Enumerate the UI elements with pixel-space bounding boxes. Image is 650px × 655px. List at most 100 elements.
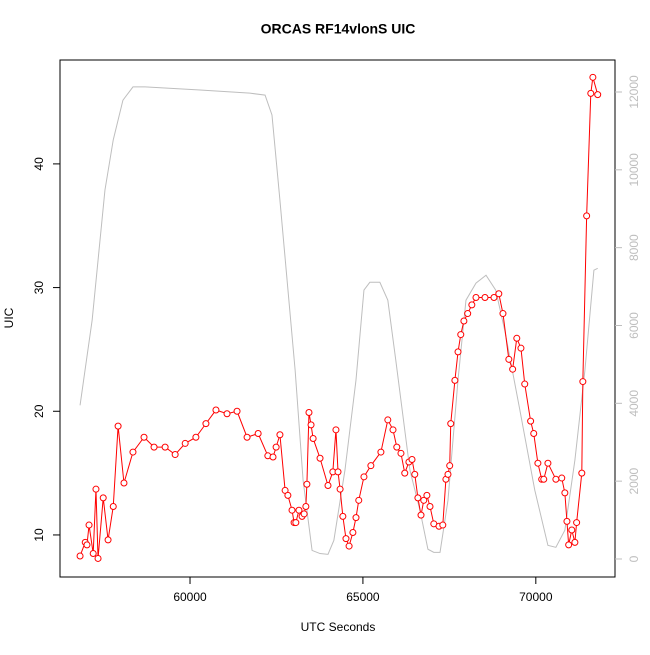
y2-tick-label: 6000 — [627, 312, 641, 339]
data-point — [129, 448, 137, 456]
plot-box — [59, 59, 616, 578]
data-point — [272, 443, 280, 451]
data-point — [408, 456, 416, 463]
data-point — [192, 433, 200, 441]
data-point — [339, 512, 347, 520]
data-point — [509, 365, 517, 373]
data-point — [94, 554, 102, 562]
data-point — [594, 91, 602, 99]
y-tick-label: 10 — [32, 528, 46, 542]
data-point — [384, 416, 392, 424]
data-point — [104, 536, 112, 544]
data-point — [109, 503, 117, 510]
data-point — [579, 378, 587, 386]
data-point — [334, 468, 342, 476]
data-point — [360, 473, 368, 481]
data-point — [561, 489, 569, 497]
data-point — [530, 430, 538, 438]
data-point — [389, 426, 397, 434]
data-point — [426, 503, 434, 510]
data-point — [573, 519, 581, 527]
data-point — [397, 449, 405, 457]
data-point — [490, 293, 498, 301]
data-point — [114, 422, 122, 430]
data-point — [460, 317, 468, 325]
data-point — [583, 212, 591, 220]
series-line — [79, 86, 598, 555]
data-point — [558, 474, 566, 482]
data-point — [284, 491, 292, 499]
y2-tick-label: 8000 — [627, 234, 641, 261]
chart-title: ORCAS RF14vlonS UIC — [261, 21, 416, 37]
data-point — [568, 526, 576, 534]
data-point — [85, 521, 93, 529]
data-point — [420, 496, 428, 504]
data-point — [468, 301, 476, 309]
y-tick-label: 30 — [32, 281, 46, 295]
data-point — [481, 293, 489, 301]
data-point — [99, 494, 107, 502]
data-point — [527, 417, 535, 425]
data-point — [464, 310, 472, 318]
x-tick-label: 70000 — [519, 590, 553, 604]
data-point — [342, 535, 350, 543]
data-point — [83, 541, 91, 549]
y-axis-label: UIC — [2, 307, 16, 328]
data-point — [345, 542, 353, 550]
data-point — [89, 550, 97, 557]
data-point — [243, 433, 251, 441]
data-point — [578, 469, 586, 477]
data-point — [76, 552, 84, 560]
data-point — [233, 407, 241, 415]
y2-tick-label: 4000 — [627, 390, 641, 417]
data-point — [571, 538, 579, 546]
data-point — [447, 420, 455, 428]
y2-tick-label: 10000 — [627, 153, 641, 187]
data-point — [563, 517, 571, 525]
data-point — [587, 89, 595, 97]
data-point — [292, 519, 300, 527]
data-point — [332, 426, 340, 434]
data-point — [316, 454, 324, 462]
data-point — [303, 480, 311, 488]
data-point — [451, 376, 459, 384]
data-point — [444, 470, 452, 478]
data-point — [276, 431, 284, 439]
y2-tick-label: 2000 — [627, 467, 641, 494]
data-point — [181, 439, 189, 447]
y2-tick-label: 0 — [627, 555, 641, 562]
data-point — [521, 380, 529, 388]
data-point — [401, 469, 409, 477]
data-point — [355, 496, 363, 504]
data-point — [377, 448, 385, 456]
data-point — [161, 443, 169, 451]
data-point — [254, 430, 262, 438]
data-point — [540, 475, 548, 483]
data-point — [565, 541, 573, 549]
data-point — [202, 420, 210, 428]
data-point — [499, 310, 507, 318]
data-point — [589, 73, 597, 81]
data-point — [513, 334, 521, 342]
data-point — [517, 344, 525, 352]
data-point — [393, 443, 401, 451]
data-point — [305, 409, 313, 416]
y-tick-label: 20 — [32, 404, 46, 418]
data-point — [352, 514, 360, 522]
data-point — [295, 506, 303, 514]
y2-tick-label: 12000 — [627, 75, 641, 109]
data-point — [544, 459, 552, 467]
data-point — [336, 485, 344, 493]
data-point — [534, 459, 542, 467]
x-axis-label: UTC Seconds — [301, 620, 376, 634]
data-point — [454, 348, 462, 356]
data-point — [269, 453, 277, 461]
data-point — [223, 410, 231, 418]
data-point — [212, 406, 220, 414]
data-point — [472, 293, 480, 301]
data-point — [300, 510, 308, 518]
y-tick-label: 40 — [32, 157, 46, 171]
data-point — [367, 462, 375, 470]
data-point — [505, 355, 513, 363]
